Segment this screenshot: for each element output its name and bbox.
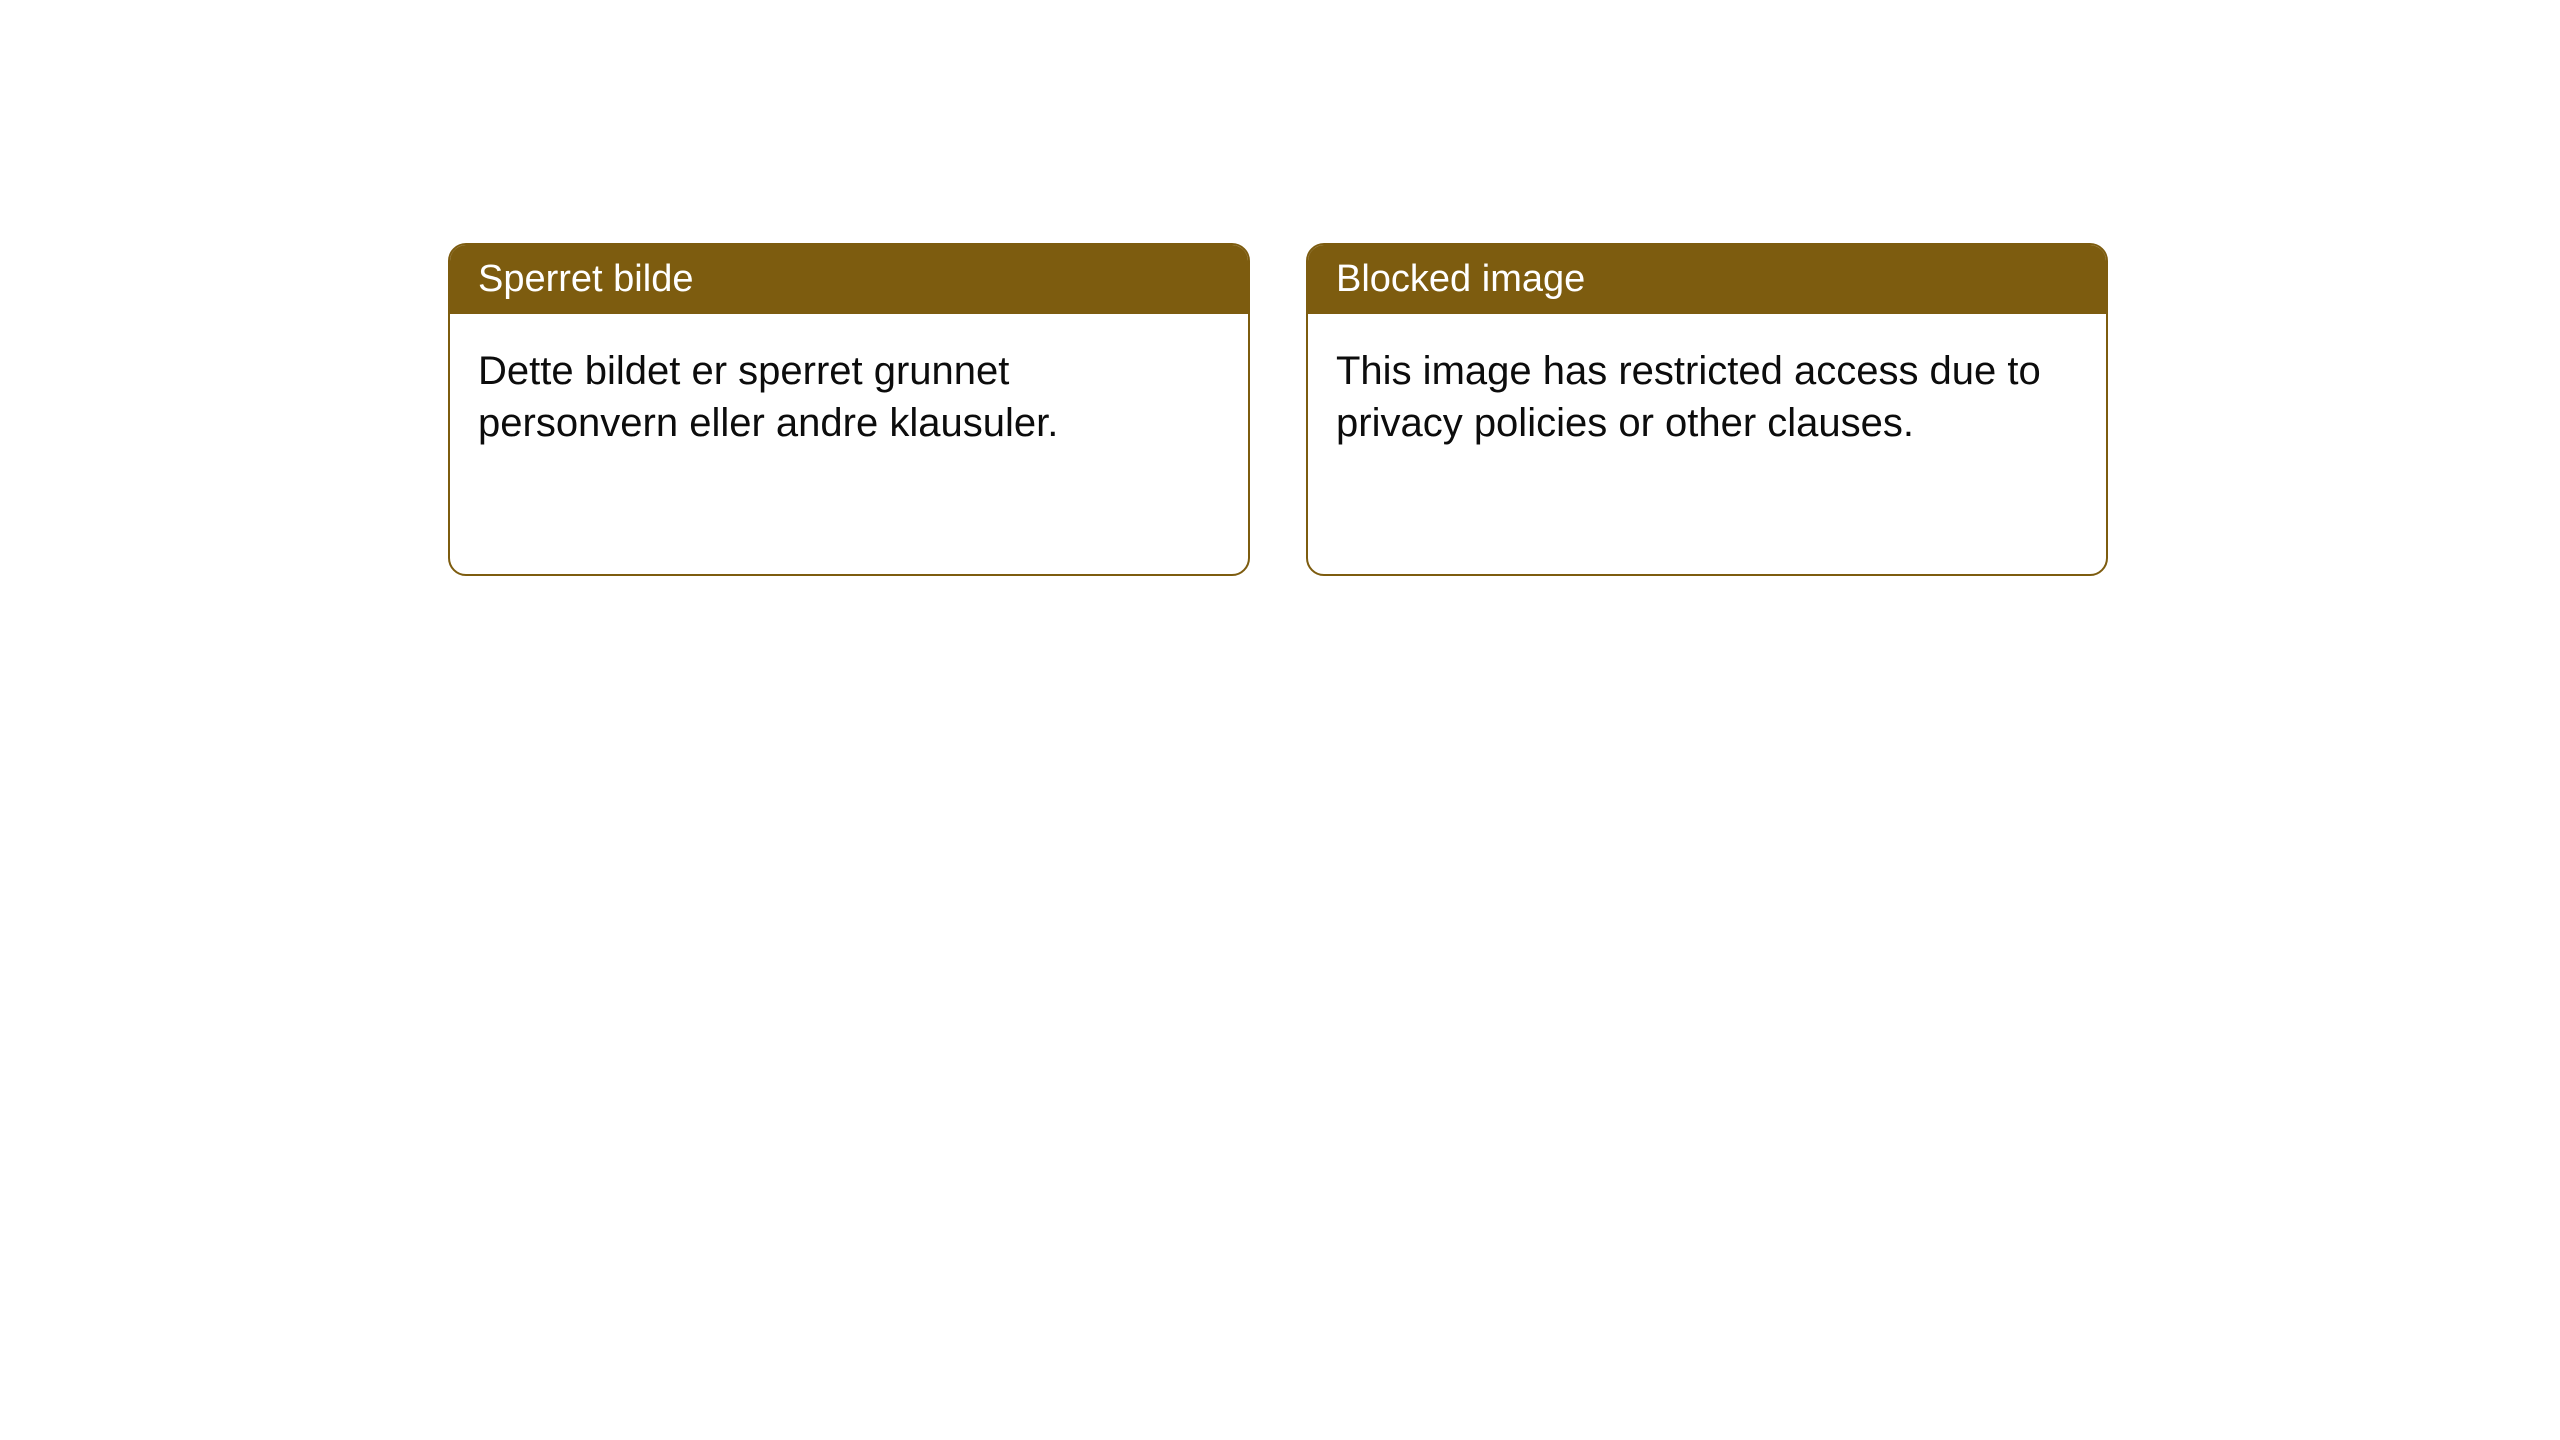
notice-card-norwegian: Sperret bilde Dette bildet er sperret gr… [448,243,1250,576]
notice-container: Sperret bilde Dette bildet er sperret gr… [0,0,2560,576]
notice-body: This image has restricted access due to … [1308,314,2106,480]
notice-header: Sperret bilde [450,245,1248,314]
notice-body: Dette bildet er sperret grunnet personve… [450,314,1248,480]
notice-card-english: Blocked image This image has restricted … [1306,243,2108,576]
notice-header: Blocked image [1308,245,2106,314]
